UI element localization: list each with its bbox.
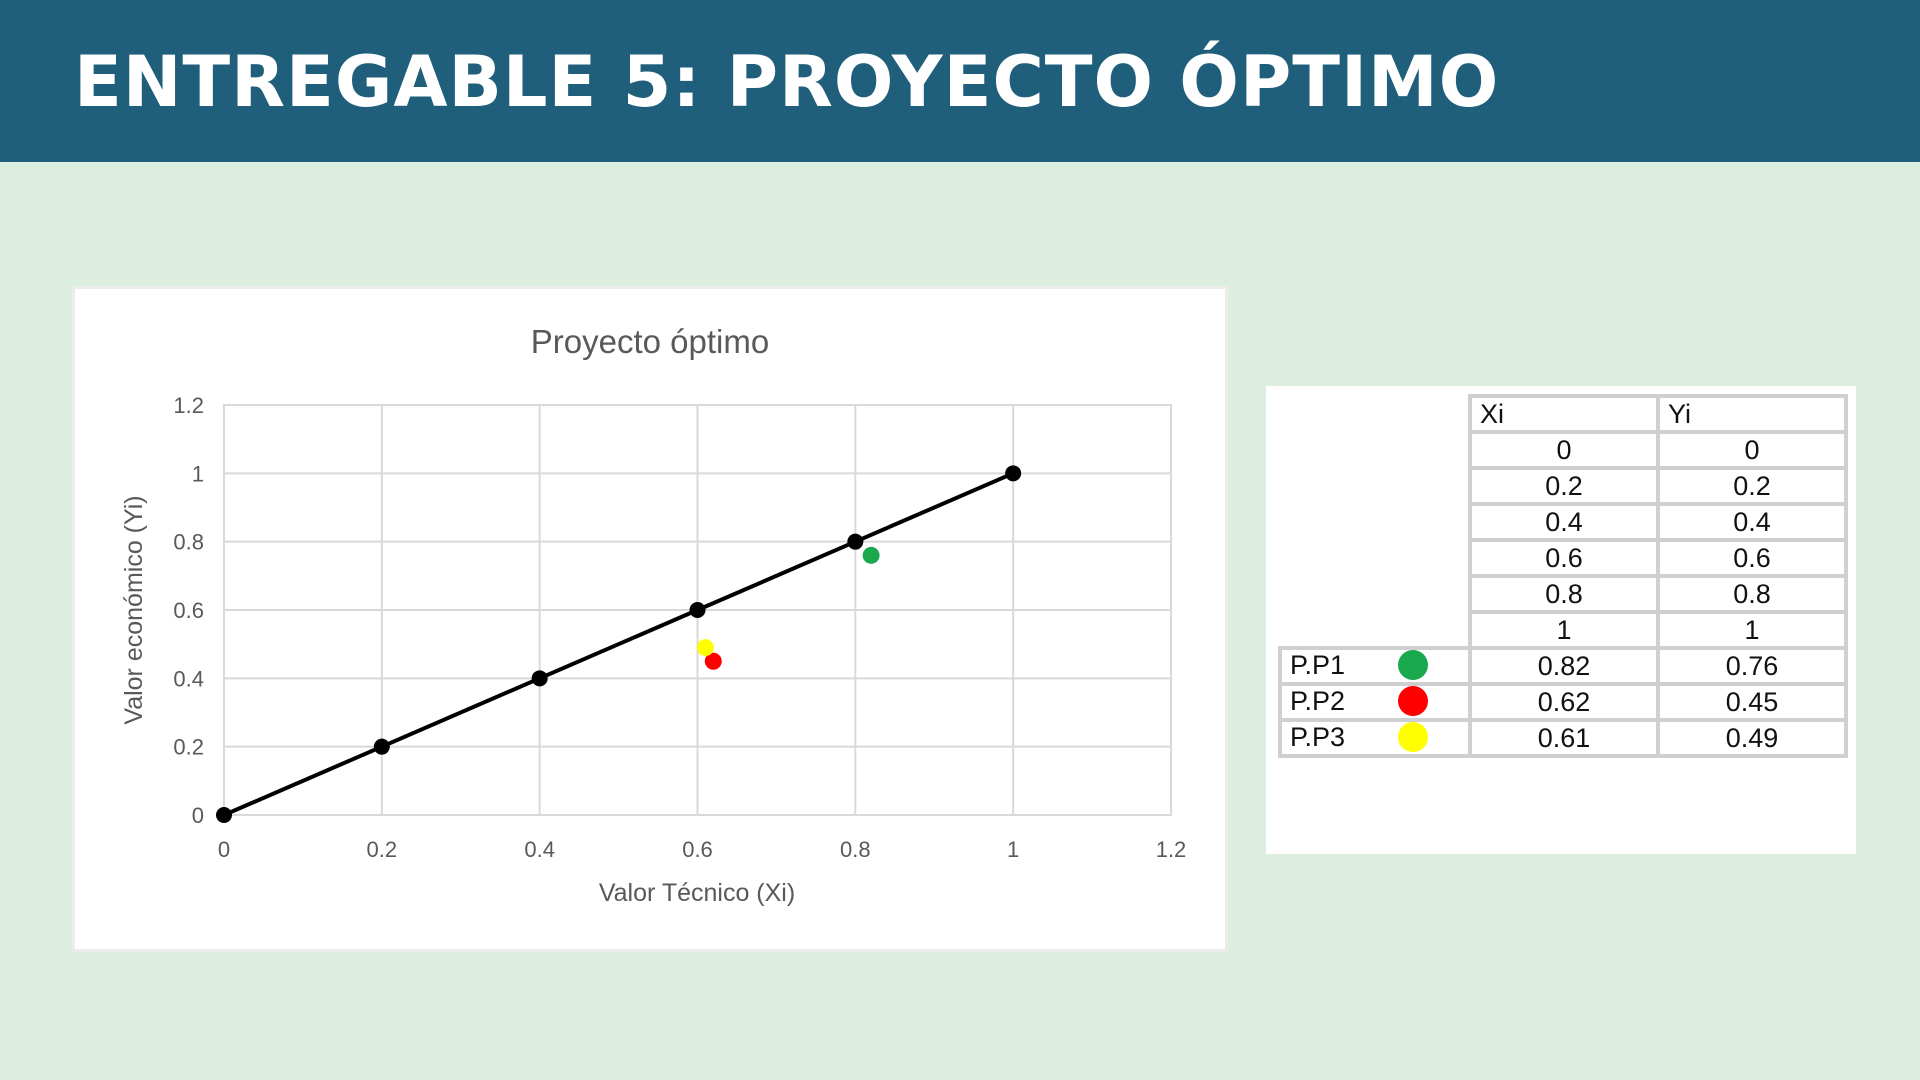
data-point <box>689 602 706 618</box>
x-tick-label: 0.8 <box>840 837 871 862</box>
row-label: P.P3 <box>1290 722 1346 753</box>
y-tick-label: 0.2 <box>173 735 204 760</box>
table-row: 0.4 0.4 <box>1280 502 1848 542</box>
cell-xi: 0.2 <box>1468 466 1660 506</box>
y-tick-label: 0.8 <box>173 530 204 555</box>
data-point <box>847 533 864 550</box>
row-label-cell <box>1280 540 1470 576</box>
table-row: 0.6 0.6 <box>1280 538 1848 578</box>
row-label-cell: P.P3 <box>1278 718 1472 758</box>
x-tick-label: 1 <box>1007 837 1019 862</box>
row-label-cell <box>1280 612 1470 648</box>
table-row: 0.8 0.8 <box>1280 574 1848 614</box>
legend-dot-icon <box>1398 721 1428 752</box>
table-corner <box>1280 396 1470 432</box>
point-pp2 <box>704 652 722 670</box>
row-label-cell <box>1280 432 1470 468</box>
row-label: P.P2 <box>1290 686 1346 717</box>
cell-xi: 0.6 <box>1468 538 1660 578</box>
data-point <box>216 807 232 823</box>
x-tick-label: 0 <box>218 837 230 862</box>
y-axis-label: Valor económico (Yi) <box>120 495 148 724</box>
cell-yi: 0.8 <box>1656 574 1848 614</box>
chart-card: 0 0.2 0.4 0.6 0.8 1 1.2 0 0.2 0.4 0.6 0.8 1 1.2 Proyec… <box>72 286 1228 952</box>
page-title: ENTREGABLE 5: PROYECTO ÓPTIMO <box>74 41 1500 123</box>
y-tick-label: 1 <box>192 461 204 486</box>
row-label-cell <box>1280 468 1470 504</box>
y-tick-label: 1.2 <box>173 393 204 418</box>
cell-xi: 0.8 <box>1468 574 1660 614</box>
x-tick-label: 1.2 <box>1156 837 1187 862</box>
cell-yi: 0.49 <box>1656 718 1848 758</box>
cell-yi: 0.2 <box>1656 466 1848 506</box>
row-label-cell <box>1280 576 1470 612</box>
data-table: Xi Yi 0 0 0.2 0.2 0.4 0.4 0.6 0.6 0.8 0.8 1 1 P.P1 0.… <box>1278 394 1848 758</box>
table-row: 0.2 0.2 <box>1280 466 1848 506</box>
cell-yi: 0.76 <box>1656 646 1848 686</box>
y-tick-label: 0 <box>192 803 204 828</box>
legend-dot-icon <box>1398 685 1428 716</box>
x-tick-label: 0.6 <box>682 837 713 862</box>
table-header-yi: Yi <box>1656 394 1848 434</box>
cell-yi: 0.4 <box>1656 502 1848 542</box>
data-point <box>1005 465 1022 482</box>
row-label-cell <box>1280 504 1470 540</box>
cell-xi: 0.4 <box>1468 502 1660 542</box>
row-label-cell: P.P1 <box>1278 646 1472 686</box>
cell-xi: 0.62 <box>1468 682 1660 722</box>
chart-title: Proyecto óptimo <box>531 323 769 360</box>
data-point <box>373 738 390 755</box>
row-label-cell: P.P2 <box>1278 682 1472 722</box>
point-pp1 <box>862 546 880 564</box>
x-axis-label: Valor Técnico (Xi) <box>599 879 795 907</box>
table-row: P.P3 0.61 0.49 <box>1278 718 1848 758</box>
y-tick-label: 0.4 <box>173 666 204 691</box>
table-header-xi: Xi <box>1468 394 1660 434</box>
x-tick-label: 0.2 <box>367 837 398 862</box>
row-label: P.P1 <box>1290 650 1346 681</box>
scatter-chart: 0 0.2 0.4 0.6 0.8 1 1.2 0 0.2 0.4 0.6 0.8 1 1.2 Proyec… <box>120 323 1187 907</box>
y-tick-label: 0.6 <box>173 598 204 623</box>
header-bar: ENTREGABLE 5: PROYECTO ÓPTIMO <box>0 0 1920 162</box>
cell-xi: 1 <box>1468 610 1660 650</box>
data-table-card: Xi Yi 0 0 0.2 0.2 0.4 0.4 0.6 0.6 0.8 0.8 1 1 P.P1 0.… <box>1266 386 1856 854</box>
table-row: P.P1 0.82 0.76 <box>1278 646 1848 686</box>
series-line <box>223 471 1014 817</box>
cell-yi: 0.45 <box>1656 682 1848 722</box>
table-row: P.P2 0.62 0.45 <box>1278 682 1848 722</box>
legend-dot-icon <box>1398 649 1428 680</box>
table-header-row: Xi Yi <box>1280 394 1848 434</box>
cell-xi: 0.61 <box>1468 718 1660 758</box>
cell-xi: 0.82 <box>1468 646 1660 686</box>
x-tick-label: 0.4 <box>524 837 555 862</box>
data-point <box>531 670 548 687</box>
cell-yi: 1 <box>1656 610 1848 650</box>
point-pp3 <box>696 639 714 657</box>
cell-yi: 0 <box>1656 430 1848 470</box>
cell-yi: 0.6 <box>1656 538 1848 578</box>
cell-xi: 0 <box>1468 430 1660 470</box>
